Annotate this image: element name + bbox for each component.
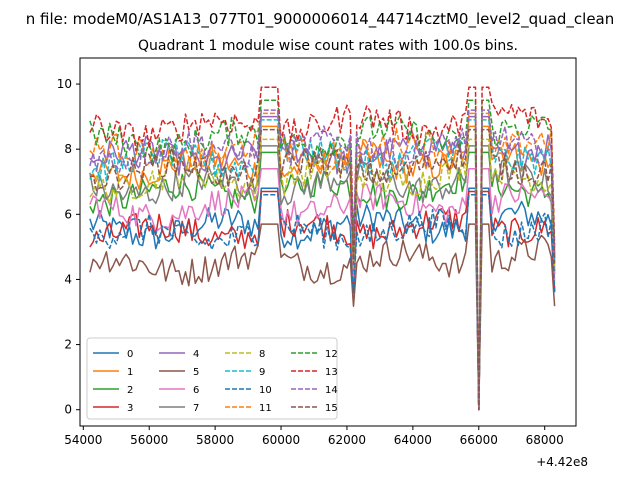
x-tick-label: 60000 (262, 433, 300, 447)
y-tick-label: 8 (64, 142, 72, 156)
series-line-14 (89, 109, 556, 411)
legend-label-7: 7 (193, 403, 199, 414)
x-offset-label: +4.42e8 (536, 455, 588, 469)
x-tick-label: 58000 (196, 433, 234, 447)
legend-label-14: 14 (325, 385, 338, 396)
x-tick-label: 54000 (64, 433, 102, 447)
y-tick-label: 4 (64, 272, 72, 286)
legend-label-6: 6 (193, 385, 199, 396)
legend-label-10: 10 (259, 385, 272, 396)
x-tick-label: 66000 (460, 433, 498, 447)
series-line-15 (89, 128, 556, 411)
legend-label-12: 12 (325, 349, 338, 360)
x-axis: 54000 56000 58000 60000 62000 64000 66000 68000 (64, 426, 564, 447)
legend-label-13: 13 (325, 367, 338, 378)
legend-box (86, 337, 338, 420)
x-tick-label: 62000 (328, 433, 366, 447)
x-tick-label: 64000 (394, 433, 432, 447)
x-tick-label: 68000 (526, 433, 564, 447)
plot-frame (79, 57, 577, 427)
chart-title: Quadrant 1 module wise count rates with … (138, 38, 518, 54)
legend-label-1: 1 (127, 367, 133, 378)
legend-label-8: 8 (259, 349, 265, 360)
y-axis: 0 2 4 6 8 10 (57, 77, 80, 417)
legend-label-9: 9 (259, 367, 265, 378)
legend-label-2: 2 (127, 385, 133, 396)
legend-label-5: 5 (193, 367, 199, 378)
y-tick-label: 10 (57, 77, 72, 91)
y-tick-label: 2 (64, 338, 72, 352)
figure-suptitle: n file: modeM0/AS1A13_077T01_9000006014_… (26, 10, 615, 29)
legend-label-0: 0 (127, 349, 133, 360)
x-tick-label: 56000 (130, 433, 168, 447)
legend-label-4: 4 (193, 349, 199, 360)
series-line-9 (89, 119, 556, 411)
legend-label-3: 3 (127, 403, 133, 414)
y-tick-label: 6 (64, 207, 72, 221)
y-tick-label: 0 (64, 403, 72, 417)
legend-label-15: 15 (325, 403, 338, 414)
plot-lines (89, 86, 556, 411)
legend-label-11: 11 (259, 403, 272, 414)
